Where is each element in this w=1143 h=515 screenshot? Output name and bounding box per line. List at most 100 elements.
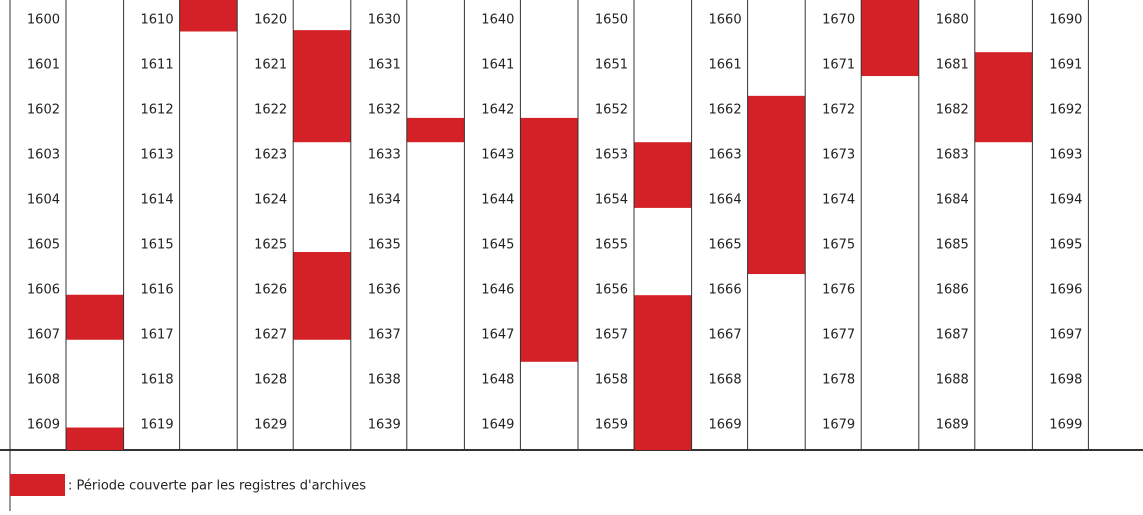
year-label: 1693 [1049, 148, 1082, 163]
coverage-bar [293, 252, 351, 340]
year-label: 1610 [141, 13, 174, 28]
coverage-bar [66, 427, 124, 450]
year-label: 1681 [936, 58, 969, 73]
year-label: 1669 [709, 418, 742, 433]
year-label: 1632 [368, 103, 401, 118]
year-label: 1673 [822, 148, 855, 163]
year-label: 1648 [481, 373, 514, 388]
year-label: 1680 [936, 13, 969, 28]
year-label: 1646 [481, 283, 514, 298]
coverage-bar [974, 52, 1033, 143]
legend-swatch [10, 474, 65, 496]
year-label: 1679 [822, 418, 855, 433]
year-label: 1685 [936, 238, 969, 253]
year-label: 1655 [595, 238, 628, 253]
year-label: 1608 [27, 373, 60, 388]
year-label: 1698 [1049, 373, 1082, 388]
year-label: 1601 [27, 58, 60, 73]
year-label: 1661 [709, 58, 742, 73]
year-label: 1647 [481, 328, 514, 343]
year-label: 1637 [368, 328, 401, 343]
year-label: 1611 [141, 58, 174, 73]
year-label: 1678 [822, 373, 855, 388]
year-label: 1688 [936, 373, 969, 388]
year-label: 1642 [481, 103, 514, 118]
year-label: 1670 [822, 13, 855, 28]
coverage-bar [179, 0, 238, 32]
year-label: 1692 [1049, 103, 1082, 118]
year-label: 1629 [254, 418, 287, 433]
year-label: 1602 [27, 103, 60, 118]
year-label: 1690 [1049, 13, 1082, 28]
year-label: 1627 [254, 328, 287, 343]
year-label: 1675 [822, 238, 855, 253]
coverage-bar [634, 295, 692, 450]
year-label: 1631 [368, 58, 401, 73]
year-label: 1638 [368, 373, 401, 388]
legend-label: : Période couverte par les registres d'a… [68, 479, 366, 494]
year-label: 1609 [27, 418, 60, 433]
year-label: 1614 [141, 193, 174, 208]
year-label: 1665 [709, 238, 742, 253]
coverage-bar [66, 294, 124, 340]
year-label: 1667 [709, 328, 742, 343]
year-label: 1674 [822, 193, 855, 208]
year-label: 1668 [709, 373, 742, 388]
year-label: 1696 [1049, 283, 1082, 298]
year-label: 1621 [254, 58, 287, 73]
year-label: 1671 [822, 58, 855, 73]
year-label: 1623 [254, 148, 287, 163]
year-label: 1618 [141, 373, 174, 388]
year-label: 1634 [368, 193, 401, 208]
year-label: 1653 [595, 148, 628, 163]
year-label: 1625 [254, 238, 287, 253]
year-label: 1622 [254, 103, 287, 118]
year-label: 1677 [822, 328, 855, 343]
year-label: 1656 [595, 283, 628, 298]
coverage-bar [293, 30, 351, 143]
coverage-bar [747, 95, 806, 275]
year-label: 1607 [27, 328, 60, 343]
year-label: 1691 [1049, 58, 1082, 73]
year-label: 1616 [141, 283, 174, 298]
year-label: 1686 [936, 283, 969, 298]
coverage-bar [406, 117, 465, 143]
year-label: 1662 [709, 103, 742, 118]
year-label: 1699 [1049, 418, 1082, 433]
year-label: 1657 [595, 328, 628, 343]
year-label: 1682 [936, 103, 969, 118]
year-label: 1605 [27, 238, 60, 253]
coverage-bar [861, 0, 919, 77]
year-label: 1695 [1049, 238, 1082, 253]
year-label: 1658 [595, 373, 628, 388]
year-label: 1612 [141, 103, 174, 118]
year-label: 1660 [709, 13, 742, 28]
year-label: 1651 [595, 58, 628, 73]
year-label: 1626 [254, 283, 287, 298]
year-label: 1650 [595, 13, 628, 28]
year-label: 1672 [822, 103, 855, 118]
year-label: 1654 [595, 193, 628, 208]
year-label: 1635 [368, 238, 401, 253]
year-label: 1684 [936, 193, 969, 208]
year-label: 1663 [709, 148, 742, 163]
year-label: 1652 [595, 103, 628, 118]
year-label: 1630 [368, 13, 401, 28]
year-label: 1619 [141, 418, 174, 433]
year-label: 1613 [141, 148, 174, 163]
year-label: 1641 [481, 58, 514, 73]
year-label: 1676 [822, 283, 855, 298]
year-label: 1666 [709, 283, 742, 298]
year-label: 1624 [254, 193, 287, 208]
year-label: 1643 [481, 148, 514, 163]
year-label: 1645 [481, 238, 514, 253]
year-label: 1604 [27, 193, 60, 208]
year-label: 1633 [368, 148, 401, 163]
year-label: 1659 [595, 418, 628, 433]
year-label: 1617 [141, 328, 174, 343]
year-label: 1687 [936, 328, 969, 343]
coverage-bar [520, 117, 578, 362]
year-label: 1606 [27, 283, 60, 298]
year-label: 1640 [481, 13, 514, 28]
